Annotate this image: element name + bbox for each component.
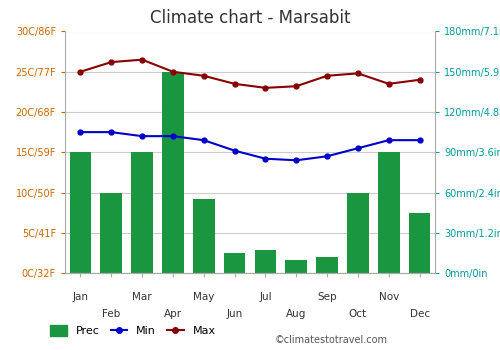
Bar	[132, 152, 153, 273]
Text: Dec: Dec	[410, 309, 430, 319]
Text: Jul: Jul	[259, 292, 272, 302]
Text: May: May	[193, 292, 214, 302]
Text: Nov: Nov	[378, 292, 399, 302]
Text: Jun: Jun	[226, 309, 242, 319]
Text: Oct: Oct	[349, 309, 367, 319]
Text: Feb: Feb	[102, 309, 120, 319]
Bar	[316, 257, 338, 273]
Title: Climate chart - Marsabit: Climate chart - Marsabit	[150, 9, 350, 27]
Bar	[100, 193, 122, 273]
Text: Aug: Aug	[286, 309, 306, 319]
Bar	[224, 253, 246, 273]
Text: Apr: Apr	[164, 309, 182, 319]
Bar	[286, 260, 307, 273]
Text: Mar: Mar	[132, 292, 152, 302]
Bar	[347, 193, 368, 273]
Text: Sep: Sep	[318, 292, 337, 302]
Legend: Prec, Min, Max: Prec, Min, Max	[46, 321, 220, 341]
Bar	[378, 152, 400, 273]
Bar	[193, 199, 214, 273]
Bar	[409, 212, 430, 273]
Text: Jan: Jan	[72, 292, 88, 302]
Bar	[70, 152, 91, 273]
Text: ©climatestotravel.com: ©climatestotravel.com	[275, 335, 388, 345]
Bar	[254, 250, 276, 273]
Bar	[162, 72, 184, 273]
